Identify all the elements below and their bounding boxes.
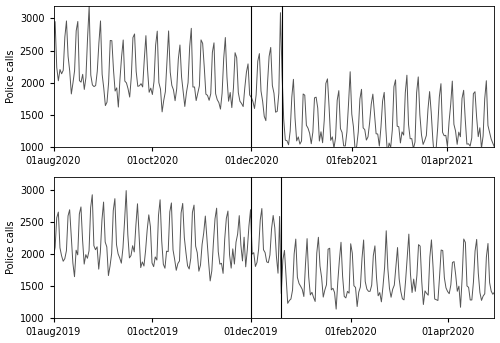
Y-axis label: Police calls: Police calls <box>6 221 16 274</box>
Y-axis label: Police calls: Police calls <box>6 49 16 103</box>
